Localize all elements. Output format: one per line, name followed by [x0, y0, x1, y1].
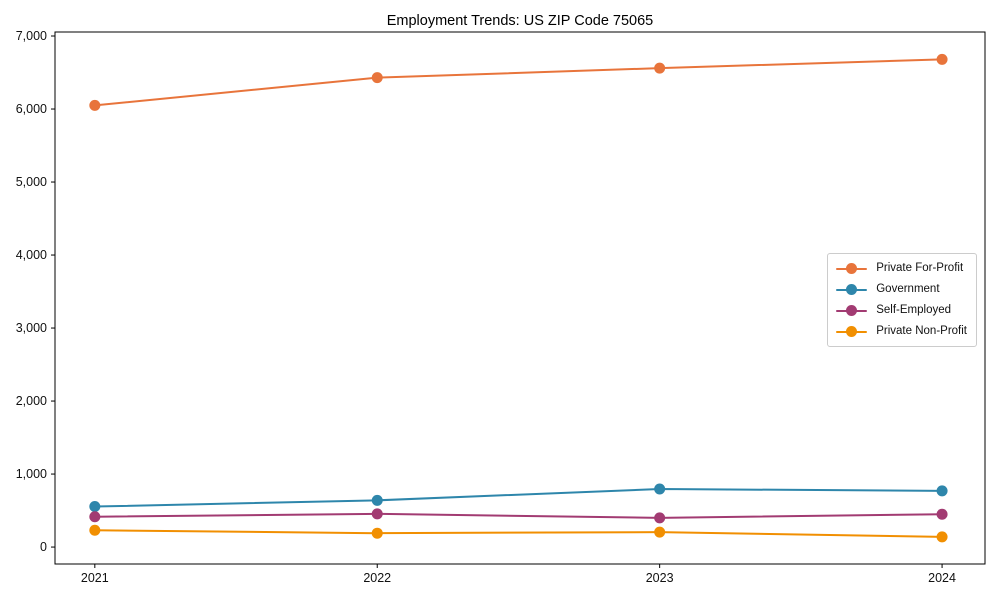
- series-line-private-non-profit: [94, 529, 943, 538]
- data-point-private-non-profit: [654, 526, 666, 538]
- data-point-government: [89, 501, 101, 513]
- data-point-private-non-profit: [89, 524, 101, 536]
- data-point-private-non-profit: [371, 527, 383, 539]
- line-marker-icon: [836, 326, 868, 337]
- line-marker-icon: [836, 263, 868, 274]
- legend-item-private-non-profit: Private Non-Profit: [836, 324, 967, 339]
- data-point-self-employed: [89, 511, 101, 523]
- y-tick-label: 2,000: [16, 394, 47, 408]
- data-point-government: [654, 483, 666, 495]
- data-point-self-employed: [654, 512, 666, 524]
- legend-label: Private Non-Profit: [876, 325, 967, 337]
- y-tick-label: 3,000: [16, 321, 47, 335]
- y-tick-label: 6,000: [16, 102, 47, 116]
- data-point-private-for-profit: [654, 62, 666, 74]
- series-line-self-employed: [94, 512, 943, 519]
- data-point-private-for-profit: [89, 99, 101, 111]
- series-line-private-for-profit: [94, 58, 943, 107]
- legend-label: Private For-Profit: [876, 262, 964, 274]
- x-tick-label: 2021: [81, 571, 109, 585]
- series-line-government: [94, 488, 943, 508]
- chart-title: Employment Trends: US ZIP Code 75065: [386, 13, 654, 29]
- legend-item-private-for-profit: Private For-Profit: [836, 261, 967, 276]
- data-point-self-employed: [936, 508, 948, 520]
- y-tick-label: 1,000: [16, 467, 47, 481]
- line-marker-icon: [836, 284, 868, 295]
- legend-label: Self-Employed: [876, 304, 952, 316]
- y-tick-label: 5,000: [16, 175, 47, 189]
- data-point-private-for-profit: [371, 72, 383, 84]
- y-tick-label: 7,000: [16, 29, 47, 43]
- y-tick-label: 4,000: [16, 248, 47, 262]
- plot-border: [54, 31, 986, 565]
- x-tick-label: 2024: [928, 571, 956, 585]
- x-tick-label: 2023: [646, 571, 674, 585]
- y-tick-label: 0: [40, 540, 47, 554]
- data-point-private-non-profit: [936, 531, 948, 543]
- data-point-self-employed: [371, 508, 383, 520]
- legend-item-self-employed: Self-Employed: [836, 303, 967, 318]
- legend: Private For-Profit Government Self-Emplo…: [827, 253, 977, 347]
- legend-item-government: Government: [836, 282, 967, 297]
- x-tick-label: 2022: [363, 571, 391, 585]
- data-point-government: [936, 485, 948, 497]
- data-point-government: [371, 494, 383, 506]
- legend-label: Government: [876, 283, 940, 295]
- data-point-private-for-profit: [936, 53, 948, 65]
- line-marker-icon: [836, 305, 868, 316]
